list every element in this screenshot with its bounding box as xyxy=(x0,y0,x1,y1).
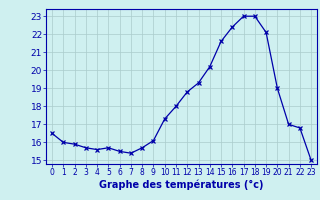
X-axis label: Graphe des températures (°c): Graphe des températures (°c) xyxy=(99,180,264,190)
